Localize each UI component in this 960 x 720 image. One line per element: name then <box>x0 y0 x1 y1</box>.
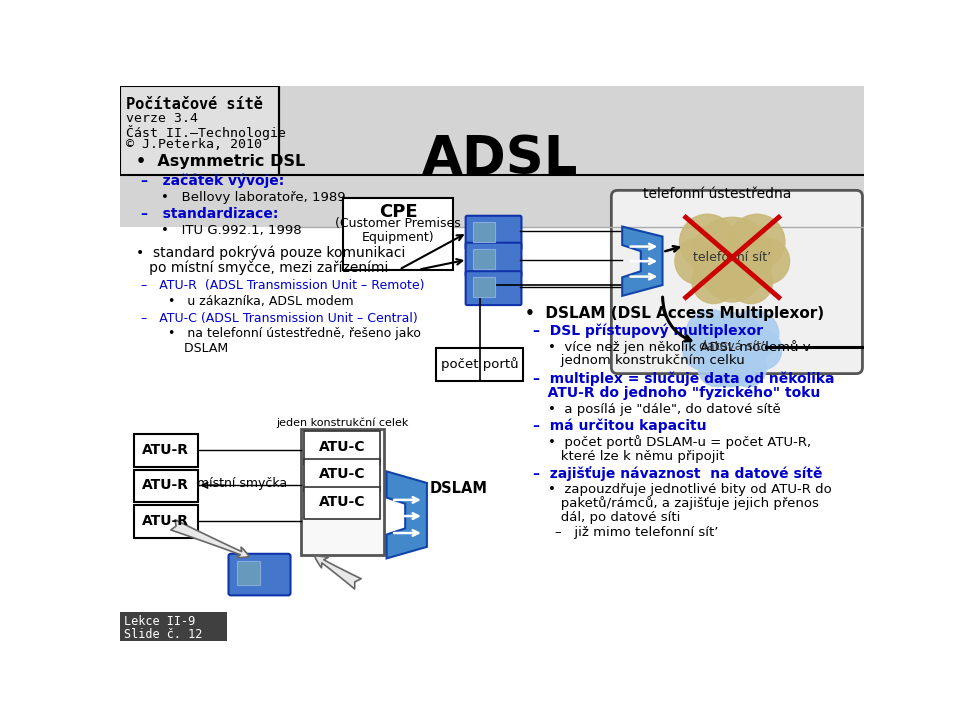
Circle shape <box>698 312 766 381</box>
Text: •  standard pokrývá pouze komunikaci: • standard pokrývá pouze komunikaci <box>136 246 406 260</box>
Text: –  multiplex = slučuje data od několika: – multiplex = slučuje data od několika <box>533 372 834 387</box>
Bar <box>134 434 198 467</box>
Text: ATU-C: ATU-C <box>319 495 366 509</box>
Bar <box>436 348 523 381</box>
Text: © J.Peterka, 2010: © J.Peterka, 2010 <box>126 138 262 151</box>
Text: Část II.–Technologie: Část II.–Technologie <box>126 125 286 140</box>
FancyBboxPatch shape <box>466 216 521 250</box>
Text: •   ITU G.992.1, 1998: • ITU G.992.1, 1998 <box>161 224 301 237</box>
Circle shape <box>741 330 781 370</box>
Text: Slide č. 12: Slide č. 12 <box>124 628 203 641</box>
Text: ATU-C: ATU-C <box>319 467 366 482</box>
Bar <box>134 470 198 503</box>
Text: –   ATU-R  (ADSL Transmission Unit – Remote): – ATU-R (ADSL Transmission Unit – Remote… <box>141 279 424 292</box>
Text: Equipment): Equipment) <box>362 231 435 244</box>
Text: místní smyčka: místní smyčka <box>198 477 287 490</box>
Text: paketů/rámců, a zajišťuje jejich přenos: paketů/rámců, a zajišťuje jejich přenos <box>548 496 819 510</box>
Text: –  zajišťuje návaznost  na datové sítě: – zajišťuje návaznost na datové sítě <box>533 466 823 481</box>
Bar <box>304 459 380 492</box>
Circle shape <box>675 238 721 284</box>
Bar <box>120 86 864 227</box>
Bar <box>304 487 380 519</box>
Text: telefonní ústestředna: telefonní ústestředna <box>642 186 791 200</box>
Text: ATU-R: ATU-R <box>142 513 189 528</box>
Text: jednom konstrukčním celku: jednom konstrukčním celku <box>548 354 745 367</box>
Text: •  více než jen několik ADSL modemů v: • více než jen několik ADSL modemů v <box>548 340 810 354</box>
Polygon shape <box>387 472 427 559</box>
Text: Lekce II-9: Lekce II-9 <box>124 615 195 628</box>
Text: •  zapouzdřuje jednotlivé bity od ATU-R do: • zapouzdřuje jednotlivé bity od ATU-R d… <box>548 483 831 496</box>
Circle shape <box>743 238 789 284</box>
Text: •  DSLAM (DSL Access Multiplexor): • DSLAM (DSL Access Multiplexor) <box>525 306 825 321</box>
Text: •  počet portů DSLAM-u = počet ATU-R,: • počet portů DSLAM-u = počet ATU-R, <box>548 436 811 449</box>
Text: –  má určitou kapacitu: – má určitou kapacitu <box>533 418 707 433</box>
Bar <box>473 277 495 297</box>
Text: •   u zákazníka, ADSL modem: • u zákazníka, ADSL modem <box>168 295 354 308</box>
Text: které lze k němu připojit: které lze k němu připojit <box>548 450 724 463</box>
Text: •   Bellovy laboratoře, 1989: • Bellovy laboratoře, 1989 <box>161 191 346 204</box>
Text: –   standardizace:: – standardizace: <box>141 207 278 221</box>
Circle shape <box>730 215 785 270</box>
Text: –   ATU-C (ADSL Transmission Unit – Central): – ATU-C (ADSL Transmission Unit – Centra… <box>141 312 418 325</box>
Bar <box>237 561 260 585</box>
Circle shape <box>692 261 735 304</box>
Circle shape <box>685 310 735 359</box>
Bar <box>301 429 383 554</box>
FancyBboxPatch shape <box>466 243 521 276</box>
Circle shape <box>680 215 735 270</box>
Circle shape <box>683 330 723 370</box>
Polygon shape <box>622 227 662 296</box>
Circle shape <box>730 261 773 304</box>
Bar <box>134 505 198 538</box>
Bar <box>304 431 380 464</box>
Circle shape <box>708 338 757 387</box>
Text: –   začátek vývoje:: – začátek vývoje: <box>141 174 284 188</box>
Circle shape <box>692 217 773 297</box>
Text: ATU-R: ATU-R <box>142 443 189 456</box>
Text: ATU-R: ATU-R <box>142 478 189 492</box>
Text: •   na telefonní ústestředně, řešeno jako: • na telefonní ústestředně, řešeno jako <box>168 327 421 340</box>
Bar <box>120 611 227 641</box>
Text: ATU-C: ATU-C <box>319 440 366 454</box>
Text: jeden konstrukční celek: jeden konstrukční celek <box>276 417 409 428</box>
Text: datová sít’: datová sít’ <box>699 340 765 353</box>
Circle shape <box>730 310 779 359</box>
Text: CPE: CPE <box>379 204 418 222</box>
Text: DSLAM: DSLAM <box>168 342 228 355</box>
Bar <box>344 198 453 270</box>
FancyBboxPatch shape <box>466 271 521 305</box>
Text: verze 3.4: verze 3.4 <box>126 112 198 125</box>
Text: •  a posílá je "dále", do datové sítě: • a posílá je "dále", do datové sítě <box>548 402 780 415</box>
FancyBboxPatch shape <box>612 190 862 374</box>
Circle shape <box>698 350 735 387</box>
Circle shape <box>730 350 766 387</box>
Circle shape <box>705 246 760 302</box>
Text: –  DSL přístupový multiplexor: – DSL přístupový multiplexor <box>533 323 763 338</box>
FancyBboxPatch shape <box>228 554 291 595</box>
Bar <box>473 222 495 242</box>
Bar <box>120 86 278 175</box>
Text: DSLAM: DSLAM <box>430 481 488 495</box>
Text: ATU-R do jednoho "fyzického" toku: ATU-R do jednoho "fyzického" toku <box>533 386 820 400</box>
Text: (Customer Premises: (Customer Premises <box>335 217 461 230</box>
Text: dál, po datové síti: dál, po datové síti <box>548 510 681 523</box>
Text: ADSL: ADSL <box>421 132 578 184</box>
Text: telefonní sít’: telefonní sít’ <box>693 251 771 264</box>
Text: Počítačové sítě: Počítačové sítě <box>126 97 263 112</box>
Text: po místní smyčce, mezi zařízeními: po místní smyčce, mezi zařízeními <box>136 261 389 276</box>
Text: –   již mimo telefonní sít’: – již mimo telefonní sít’ <box>555 526 719 539</box>
Text: počet portů: počet portů <box>441 357 518 372</box>
Text: •  Asymmetric DSL: • Asymmetric DSL <box>136 154 305 168</box>
Bar <box>473 249 495 269</box>
